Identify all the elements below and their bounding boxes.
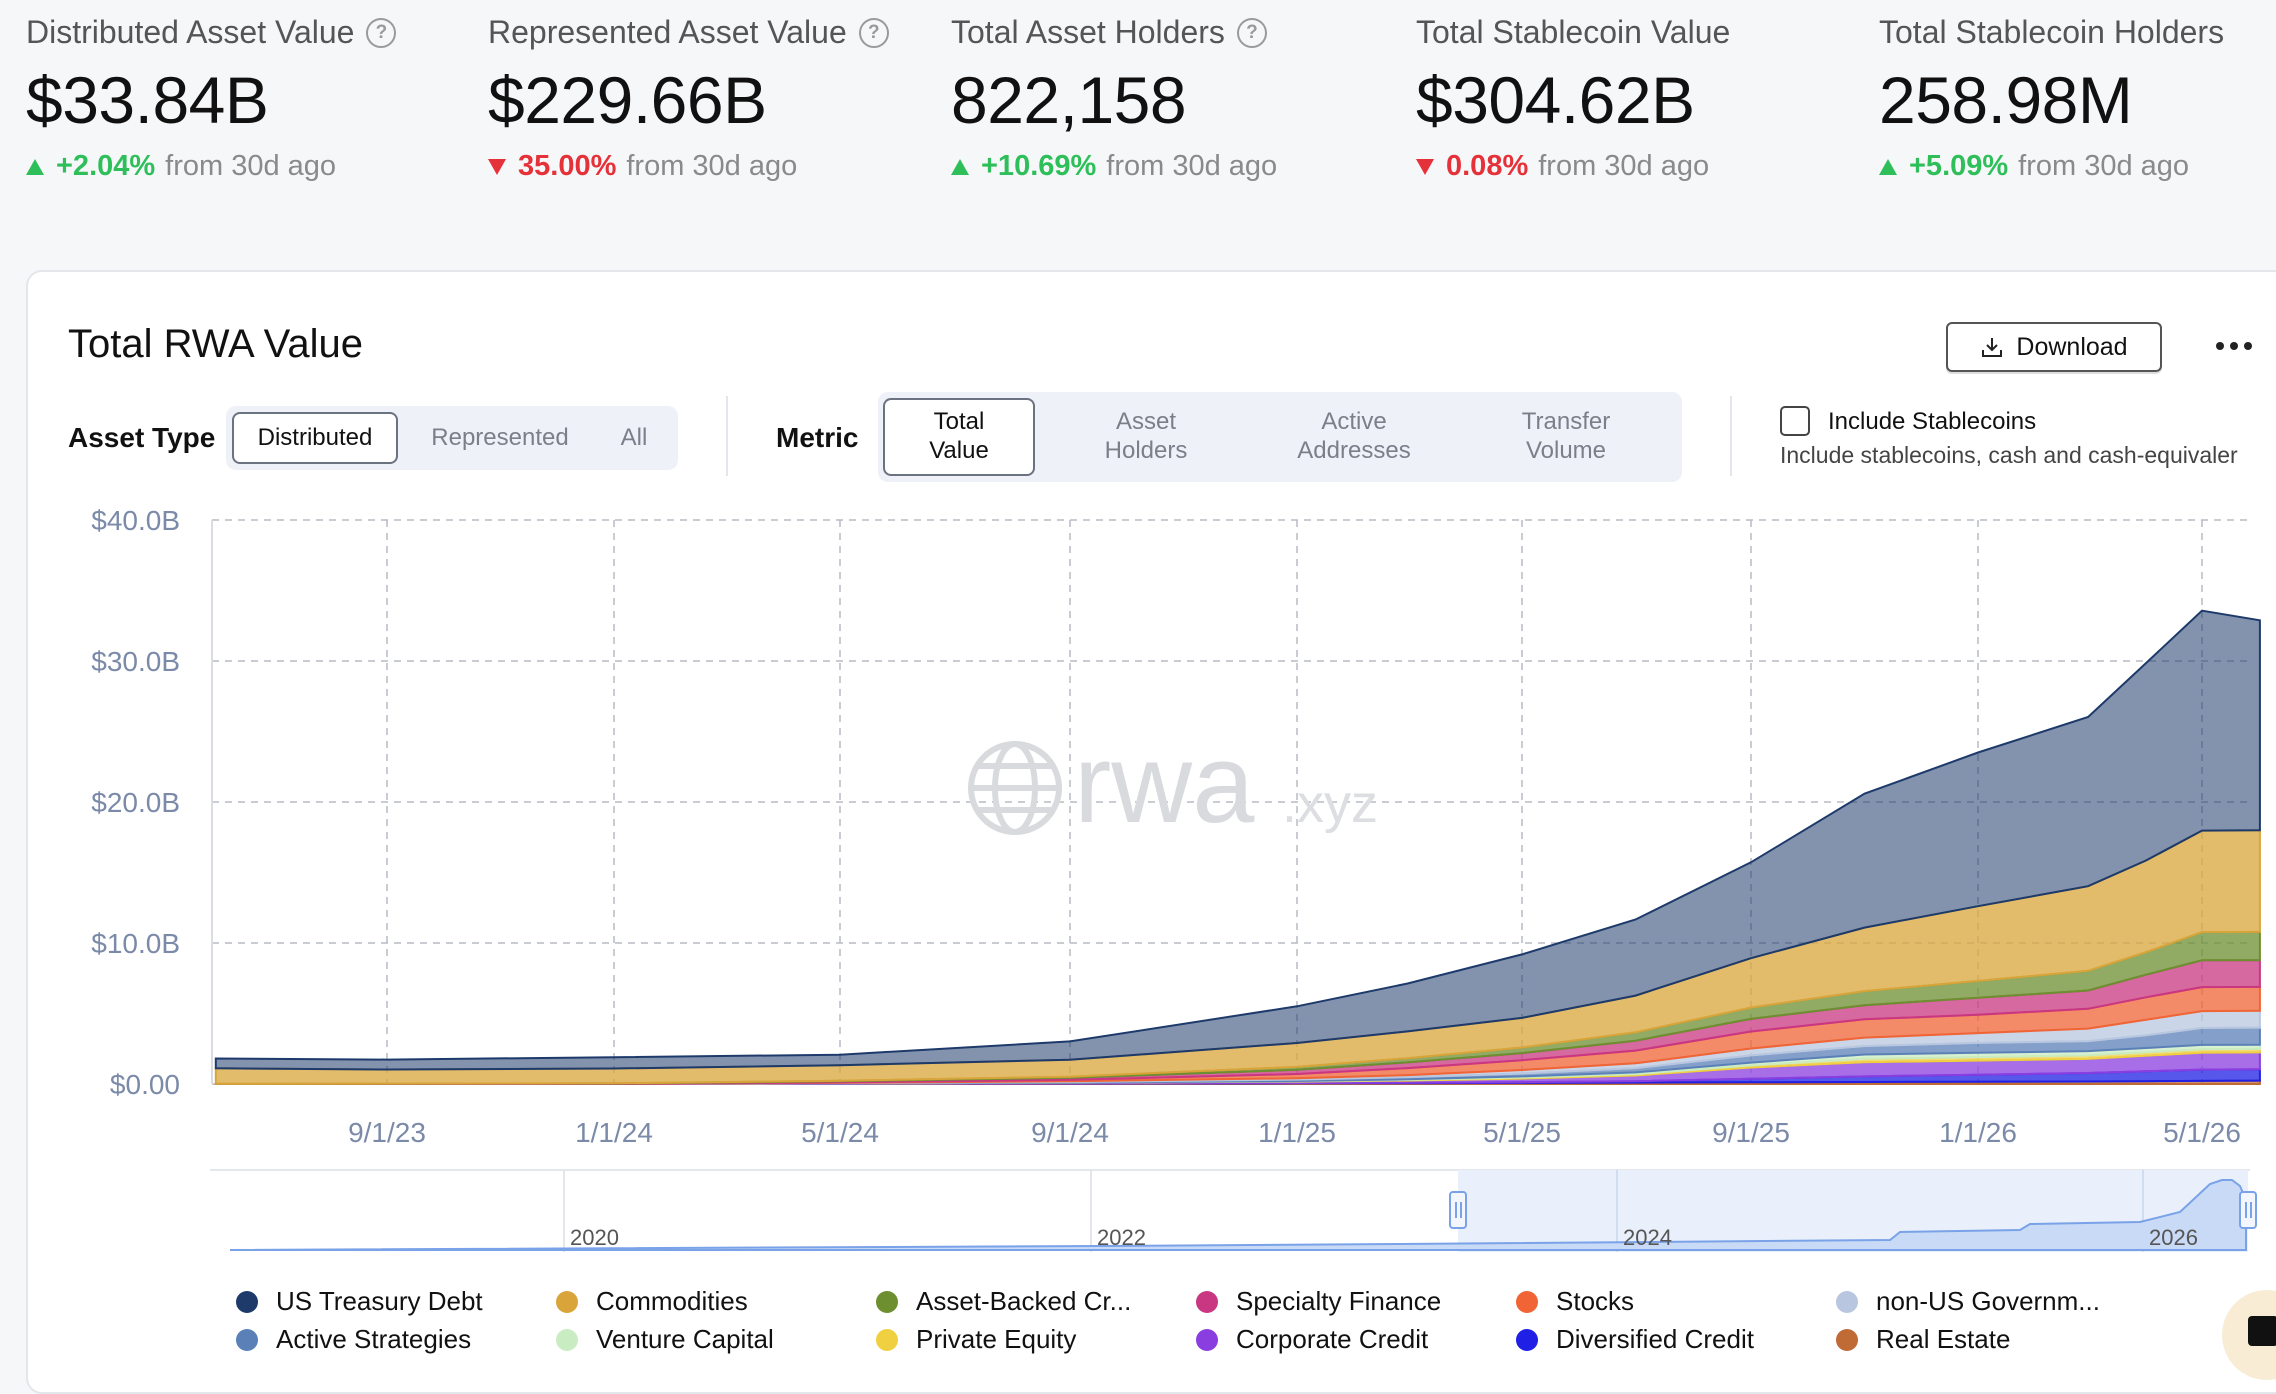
legend-swatch <box>236 1328 258 1351</box>
stat-change-suffix: from 30d ago <box>1538 150 1710 182</box>
asset-type-represented[interactable]: Represented <box>431 423 569 451</box>
legend-swatch <box>1516 1290 1538 1313</box>
stat-change-pct: +10.69% <box>981 150 1097 182</box>
download-label: Download <box>2016 332 2128 361</box>
legend-item[interactable]: Private Equity <box>876 1324 1076 1355</box>
stat-value: $304.62B <box>1416 63 1695 137</box>
asset-type-all[interactable]: All <box>620 423 648 451</box>
legend-label: Diversified Credit <box>1556 1324 1754 1354</box>
stat-change: +2.04% from 30d ago <box>26 150 336 183</box>
stat-change-suffix: from 30d ago <box>626 150 798 182</box>
stat-label: Total Stablecoin Value <box>1416 14 1731 50</box>
legend-label: Stocks <box>1556 1286 1635 1316</box>
legend-swatch <box>556 1290 578 1313</box>
stat-value: $33.84B <box>26 63 269 137</box>
triangle-up-icon <box>26 158 44 175</box>
triangle-down-icon <box>1416 158 1434 175</box>
legend-item[interactable]: Diversified Credit <box>1516 1324 1754 1355</box>
legend-label: Asset-Backed Cr... <box>916 1286 1132 1316</box>
stat-value: 822,158 <box>951 63 1187 137</box>
stat-change-suffix: from 30d ago <box>165 150 337 182</box>
stat-change: +5.09% from 30d ago <box>1879 150 2189 183</box>
legend-label: US Treasury Debt <box>276 1286 483 1316</box>
triangle-up-icon <box>951 158 969 175</box>
legend-item[interactable]: Venture Capital <box>556 1324 774 1355</box>
metric-asset-holders[interactable]: Asset Holders <box>1104 408 1188 464</box>
legend-item[interactable]: Commodities <box>556 1286 748 1317</box>
triangle-up-icon <box>1879 158 1897 175</box>
include-stablecoins-label: Include Stablecoins <box>1828 408 2037 435</box>
legend-item[interactable]: non-US Governm... <box>1836 1286 2100 1317</box>
legend-item[interactable]: Corporate Credit <box>1196 1324 1428 1355</box>
legend-item[interactable]: US Treasury Debt <box>236 1286 483 1317</box>
stat-change-pct: 0.08% <box>1446 150 1529 182</box>
help-icon[interactable]: ? <box>366 17 397 48</box>
stat-label: Distributed Asset Value <box>26 14 355 50</box>
legend-swatch <box>1196 1290 1218 1313</box>
stat-change: +10.69% from 30d ago <box>951 150 1277 183</box>
metric-label: Metric <box>776 422 859 453</box>
legend-label: Venture Capital <box>596 1324 774 1354</box>
legend-label: Active Strategies <box>276 1324 472 1354</box>
more-options-icon[interactable] <box>2212 326 2256 366</box>
stat-value: $229.66B <box>488 63 767 137</box>
stat-value: 258.98M <box>1879 63 2133 137</box>
legend-swatch <box>876 1328 898 1351</box>
include-stablecoins-checkbox[interactable] <box>1780 406 1810 436</box>
legend-label: non-US Governm... <box>1876 1286 2100 1316</box>
legend-label: Commodities <box>596 1286 748 1316</box>
legend-label: Corporate Credit <box>1236 1324 1429 1354</box>
legend-label: Private Equity <box>916 1324 1077 1354</box>
stat-change-pct: 35.00% <box>518 150 617 182</box>
stat-change-suffix: from 30d ago <box>2018 150 2190 182</box>
metric-selector: Total Value Asset Holders Active Address… <box>878 392 1682 482</box>
stat-label: Total Asset Holders <box>951 14 1225 50</box>
legend-item[interactable]: Asset-Backed Cr... <box>876 1286 1131 1317</box>
asset-type-label: Asset Type <box>68 422 216 453</box>
include-stablecoins-description: Include stablecoins, cash and cash-equiv… <box>1780 442 2238 468</box>
chat-icon <box>2248 1316 2276 1346</box>
legend-label: Real Estate <box>1876 1324 2011 1354</box>
metric-transfer-volume[interactable]: Transfer Volume <box>1521 408 1611 464</box>
metric-total-value[interactable]: Total Value <box>883 398 1035 476</box>
legend-swatch <box>556 1328 578 1351</box>
divider <box>1730 396 1732 476</box>
legend-swatch <box>876 1290 898 1313</box>
stats-row: Distributed Asset Value? $33.84B +2.04% f… <box>0 0 2276 200</box>
legend-item[interactable]: Real Estate <box>1836 1324 2010 1355</box>
divider <box>726 396 728 476</box>
legend-swatch <box>1196 1328 1218 1351</box>
metric-active-addresses[interactable]: Active Addresses <box>1297 408 1411 464</box>
stat-label: Total Stablecoin Holders <box>1879 14 2225 50</box>
stat-change-pct: +2.04% <box>56 150 156 182</box>
stat-label: Represented Asset Value <box>488 14 847 50</box>
help-icon[interactable]: ? <box>1236 17 1267 48</box>
legend-item[interactable]: Active Strategies <box>236 1324 471 1355</box>
legend-item[interactable]: Stocks <box>1516 1286 1634 1317</box>
help-icon[interactable]: ? <box>858 17 889 48</box>
legend-swatch <box>1516 1328 1538 1351</box>
download-icon <box>1982 338 2003 357</box>
stat-change: 35.00% from 30d ago <box>488 150 797 183</box>
triangle-down-icon <box>488 158 506 175</box>
asset-type-selector: Distributed Represented All <box>226 406 678 470</box>
legend-item[interactable]: Specialty Finance <box>1196 1286 1441 1317</box>
legend-label: Specialty Finance <box>1236 1286 1442 1316</box>
legend-swatch <box>1836 1290 1858 1313</box>
stat-change-pct: +5.09% <box>1909 150 2009 182</box>
asset-type-distributed[interactable]: Distributed <box>232 412 398 464</box>
download-button[interactable]: Download <box>1946 322 2162 372</box>
card-title: Total RWA Value <box>68 322 363 366</box>
legend-swatch <box>1836 1328 1858 1351</box>
legend-swatch <box>236 1290 258 1313</box>
stat-change-suffix: from 30d ago <box>1106 150 1278 182</box>
stat-change: 0.08% from 30d ago <box>1416 150 1709 183</box>
